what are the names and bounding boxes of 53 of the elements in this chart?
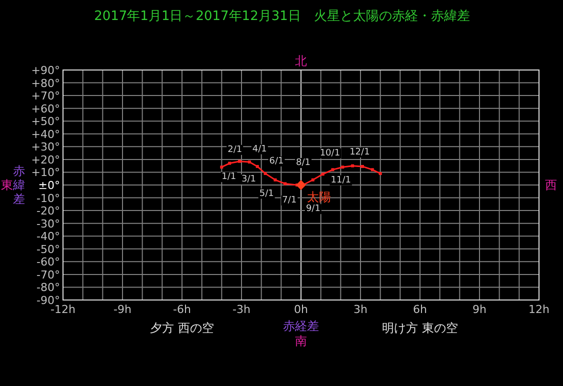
point [370,168,374,172]
y-tick-label: +10° [31,166,60,180]
x-tick-label: -12h [50,303,76,316]
text: 夕方 西の空 [150,321,214,335]
y-tick-label: -20° [36,204,60,218]
point [351,164,354,168]
y-tick-label: -30° [36,217,60,230]
y-tick-label: -40° [36,230,60,244]
text: 東 [1,178,13,192]
point [274,178,277,182]
text: 南 [295,334,307,348]
point [331,168,334,172]
y-tick-label: +50° [31,115,60,128]
x-tick-label: -9h [114,303,132,316]
x-tick-label: 3h [354,303,368,316]
y-tick-label: -80° [36,281,60,294]
series-label: 太陽 [307,190,331,204]
point [248,160,251,164]
y-tick-label: +70° [31,90,60,103]
x-tick-label: 9h [472,303,487,316]
x-tick-label: 0h [294,303,308,316]
x-tick-label: 12h [528,303,550,316]
y-axis-title: 赤緯差 [12,164,25,206]
x-tick-label: -6h [173,303,191,316]
point [378,172,382,175]
point [321,172,324,176]
y-tick-label: ±0° [38,179,60,192]
point [360,164,364,168]
y-tick-label: -60° [36,256,60,269]
x-tick-label: 6h [413,303,428,316]
y-tick-label: -70° [36,268,60,282]
y-tick-label: -50° [36,242,60,256]
text: 明け方 東の空 [382,321,458,335]
point [264,172,267,175]
point [228,162,232,165]
y-tick-label: +80° [31,76,60,90]
y-tick-label: +20° [31,153,60,166]
point [238,160,242,163]
chart-title: 2017年1月1日～2017年12月31日 火星と太陽の赤経・赤緯差 [94,9,470,24]
y-tick-label: +60° [31,102,60,116]
point [311,178,314,182]
y-tick-label: +30° [31,140,60,154]
x-tick-label: -3h [232,303,250,316]
point [256,164,259,168]
point [341,166,344,169]
x-axis-title: 赤経差 [283,319,319,333]
y-tick-label: +40° [31,128,60,141]
text: 北 [295,54,307,68]
text: 西 [545,178,557,192]
point [284,182,287,186]
y-tick-label: -10° [36,192,60,205]
point [220,166,224,169]
y-tick-label: +90° [31,64,60,77]
